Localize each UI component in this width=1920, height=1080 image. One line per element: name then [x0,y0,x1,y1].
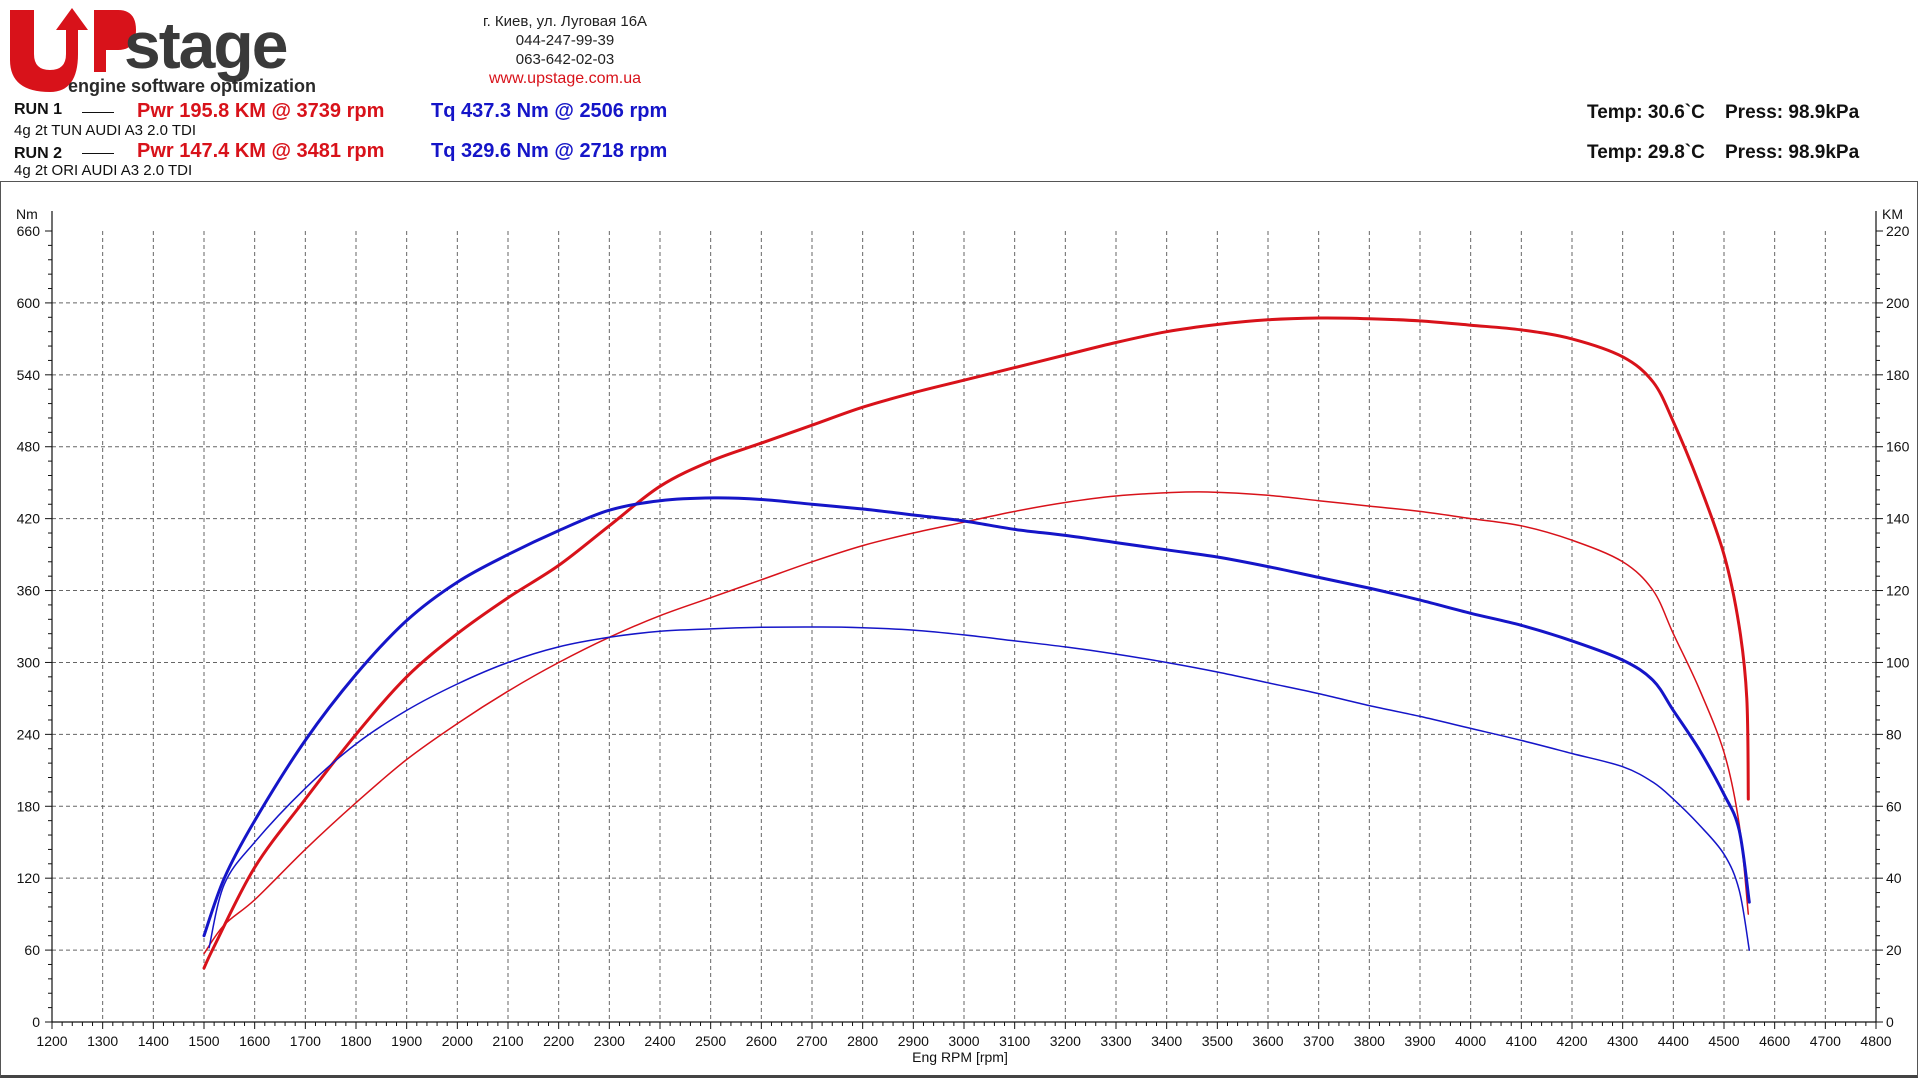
run-1-power: Pwr 195.8 KM @ 3739 rpm [137,100,385,122]
x-tick-label: 2200 [543,1033,574,1049]
x-tick-label: 1700 [290,1033,321,1049]
y-right-tick-label: 120 [1886,583,1910,599]
y-left-tick-label: 540 [17,367,41,383]
x-tick-label: 4000 [1455,1033,1486,1049]
chart-grid [52,231,1876,1022]
x-tick-label: 2800 [847,1033,878,1049]
x-tick-label: 3700 [1303,1033,1334,1049]
y-right-axis-title: KM [1882,206,1903,222]
x-tick-label: 3900 [1404,1033,1435,1049]
y-right-tick-label: 0 [1886,1014,1894,1030]
run-2-press: Press: 98.9kPa [1725,142,1860,163]
run-2-power: Pwr 147.4 KM @ 3481 rpm [137,140,385,162]
y-right-tick-label: 100 [1886,654,1910,670]
y-left-tick-label: 180 [17,798,41,814]
y-left-tick-label: 60 [24,942,40,958]
x-tick-label: 1500 [188,1033,219,1049]
y-right-tick-label: 80 [1886,726,1902,742]
run-2-torque: Tq 329.6 Nm @ 2718 rpm [431,140,668,162]
x-tick-label: 2100 [492,1033,523,1049]
upstage-logo: stage engine software optimization [10,8,316,96]
y-left-tick-label: 600 [17,295,41,311]
y-right-tick-label: 140 [1886,511,1910,527]
y-left-tick-label: 300 [17,654,41,670]
run-1-torque: Tq 437.3 Nm @ 2506 rpm [431,100,668,122]
x-tick-label: 2600 [746,1033,777,1049]
website-link[interactable]: www.upstage.com.ua [488,70,642,87]
dyno-chart: 1200 1300 1400 1500 1600 1700 1800 1900 2000 2100… [16,206,1910,1065]
x-tick-label: 1600 [239,1033,270,1049]
y-right-tick-label: 200 [1886,295,1910,311]
y-left-axis-title: Nm [16,206,38,222]
series-line-3 [202,496,1751,938]
run-1-description: 4g 2t TUN AUDI A3 2.0 TDI [14,122,197,139]
x-tick-label: 2000 [442,1033,473,1049]
x-tick-label: 4300 [1607,1033,1638,1049]
x-tick-label: 2300 [594,1033,625,1049]
x-tick-label: 3100 [999,1033,1030,1049]
x-tick-label: 2700 [796,1033,827,1049]
x-tick-label: 4600 [1759,1033,1790,1049]
x-tick-label: 1300 [87,1033,118,1049]
y-right-tick-label: 160 [1886,439,1910,455]
x-tick-label: 4700 [1810,1033,1841,1049]
x-tick-label: 4200 [1556,1033,1587,1049]
x-tick-label: 3500 [1202,1033,1233,1049]
contact-block: г. Киев, ул. Луговая 16А 044-247-99-39 0… [455,12,675,88]
x-tick-label: 4500 [1708,1033,1739,1049]
phone-2: 063-642-02-03 [515,51,615,68]
y-left-tick-label: 0 [32,1014,40,1030]
run-1-press: Press: 98.9kPa [1725,102,1860,123]
x-tick-label: 2900 [898,1033,929,1049]
x-tick-label: 3000 [948,1033,979,1049]
x-tick-label: 1400 [138,1033,169,1049]
run-1-temp: Temp: 30.6`C [1587,102,1705,123]
y-left-tick-label: 660 [17,223,41,239]
run-2-temp: Temp: 29.8`C [1587,142,1705,163]
phone-1: 044-247-99-39 [515,32,615,49]
x-tick-label: 1200 [36,1033,67,1049]
x-tick-label: 2500 [695,1033,726,1049]
series-line-4 [208,626,1751,951]
x-tick-label: 3400 [1151,1033,1182,1049]
run-1-label: RUN 1 [14,101,63,118]
x-tick-label: 3600 [1252,1033,1283,1049]
x-tick-label: 3200 [1050,1033,1081,1049]
y-right-tick-label: 40 [1886,870,1902,886]
y-right-tick-label: 20 [1886,942,1902,958]
x-tick-label: 4100 [1506,1033,1537,1049]
svg-text:stage: stage [124,8,287,82]
x-tick-label: 4400 [1658,1033,1689,1049]
x-tick-label: 4800 [1860,1033,1891,1049]
chart-series [202,316,1751,970]
y-right-tick-label: 220 [1886,223,1910,239]
y-left-tick-label: 360 [17,583,41,599]
x-tick-label: 3800 [1354,1033,1385,1049]
y-right-tick-label: 180 [1886,367,1910,383]
chart-frame [0,181,1918,1078]
x-tick-label: 2400 [644,1033,675,1049]
series-line-1 [202,316,1750,970]
chart-axes: 1200 1300 1400 1500 1600 1700 1800 1900 2000 2100… [16,206,1910,1065]
run-2-line-sample [82,153,114,154]
y-left-tick-label: 120 [17,870,41,886]
tagline: engine software optimization [68,76,316,96]
run-2-description: 4g 2t ORI AUDI A3 2.0 TDI [14,162,193,179]
x-tick-label: 1800 [340,1033,371,1049]
series-line-2 [203,491,1750,955]
x-tick-label: 3300 [1100,1033,1131,1049]
run-2-label: RUN 2 [14,145,63,162]
x-axis-title: Eng RPM [rpm] [912,1049,1008,1065]
address: г. Киев, ул. Луговая 16А [482,13,648,30]
y-right-tick-label: 60 [1886,798,1902,814]
x-tick-label: 1900 [391,1033,422,1049]
y-left-tick-label: 420 [17,511,41,527]
y-left-tick-label: 240 [17,726,41,742]
run-1-line-sample [82,112,114,113]
y-left-tick-label: 480 [17,439,41,455]
